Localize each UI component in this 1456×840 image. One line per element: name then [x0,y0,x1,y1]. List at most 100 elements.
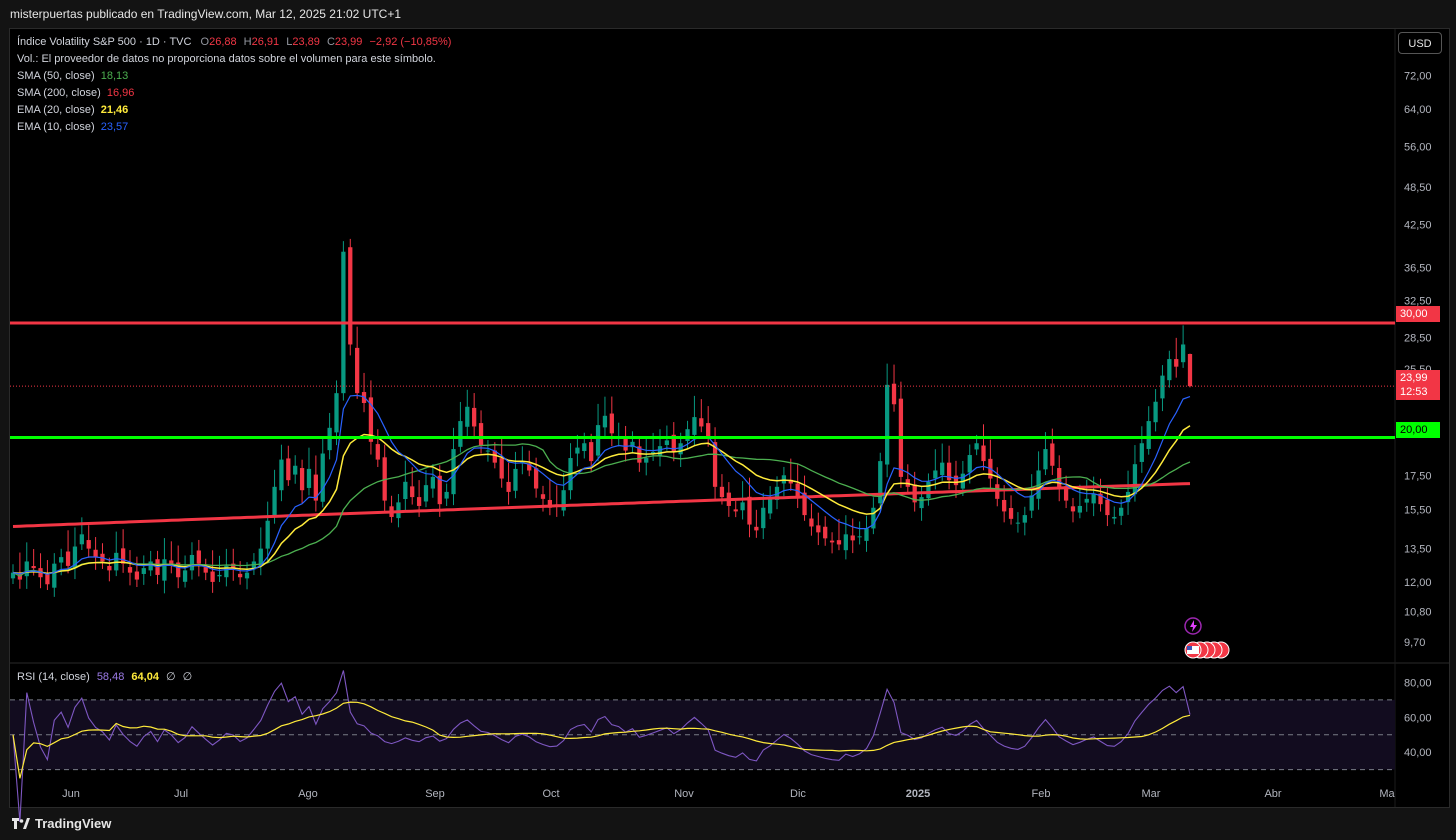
candle [120,548,126,564]
indicator-value: 23,57 [100,121,129,133]
candle [148,561,153,571]
rsi-ma-value: 64,04 [131,671,159,683]
candle [685,429,690,442]
candle [279,459,284,491]
candle [671,434,676,453]
candle [885,384,890,465]
candle [974,443,979,450]
candle [1091,493,1096,504]
candle [224,565,229,578]
candle [595,425,601,456]
low-label: L [286,36,293,48]
candle [547,499,553,508]
candle [31,566,36,569]
candle [210,571,215,582]
candle [52,563,57,588]
time-axis-label: Nov [674,788,694,800]
candle [1063,486,1069,501]
candle [754,526,759,531]
candle [740,502,745,511]
candle [258,548,263,567]
candle [320,453,325,502]
candle [864,528,869,541]
rsi-axis-label: 60,00 [1404,712,1432,724]
indicator-sma50[interactable]: SMA (50, close) 18,13 [17,68,451,85]
indicator-ema10[interactable]: EMA (10, close) 23,57 [17,119,451,136]
candle [1043,449,1048,470]
candle [706,423,711,438]
time-axis-label: Dic [790,788,806,800]
open-label: O [200,36,210,48]
candle [437,475,442,505]
us-flag-canton-icon [1187,646,1192,650]
candle [575,447,580,454]
candle [217,574,222,577]
candle [816,525,821,533]
candle [196,550,201,564]
high-label: H [243,36,252,48]
candle [472,407,477,427]
time-axis-label: Sep [425,788,445,800]
candle [506,481,511,492]
candle [1015,522,1021,524]
chart-legend: Índice Volatility S&P 500 · 1D · TVC O26… [17,34,451,136]
rsi-axis-label: 80,00 [1404,677,1432,689]
candle [967,455,972,473]
candle [1022,515,1027,523]
candle [238,573,243,578]
price-axis-label: 56,00 [1404,142,1432,154]
rsi-ma-line [12,701,1191,779]
candle [334,393,339,433]
candle [664,440,670,446]
candle [981,445,986,462]
price-axis-label: 28,50 [1404,332,1432,344]
candle [430,476,435,489]
candle [1098,493,1103,505]
time-axis-label: Mar [1142,788,1161,800]
candle [919,497,924,509]
time-axis-label: Abr [1264,788,1281,800]
candle [712,442,718,487]
rsi-label: RSI (14, close) [17,671,90,683]
ohlc-row: Índice Volatility S&P 500 · 1D · TVC O26… [17,34,451,51]
candle [348,247,353,345]
tradingview-logo[interactable]: TradingView [12,816,111,831]
candle [107,566,112,571]
candle [1119,507,1124,516]
candle [93,549,98,558]
tradingview-logo-icon [12,817,30,829]
currency-button[interactable]: USD [1398,32,1442,54]
candle [10,572,16,579]
us-flag-icon [1187,646,1199,654]
indicator-ema20[interactable]: EMA (20, close) 21,46 [17,102,451,119]
price-axis-label: 15,50 [1404,505,1432,517]
open-value: 26,88 [209,36,237,48]
candle [265,520,270,549]
candle [189,554,195,571]
indicator-sma200[interactable]: SMA (200, close) 16,96 [17,85,451,102]
candle [286,458,291,481]
countdown-value: 12:53 [1400,386,1428,398]
sma50-line [12,443,1191,577]
candle [678,443,683,455]
candle [244,572,250,579]
candle [630,441,635,448]
candle [65,551,71,566]
time-axis-label: Ma [1379,788,1395,800]
volume-note: Vol.: El proveedor de datos no proporcio… [17,53,436,65]
price-axis-label: 12,00 [1404,577,1432,589]
candle [355,347,360,394]
time-axis-label: 2025 [906,788,930,800]
sma200-line [12,482,1191,528]
candle [650,452,656,454]
candle [774,486,780,500]
candle [410,486,415,498]
candle [169,560,174,566]
indicator-value: 21,46 [100,104,129,116]
symbol-name: Índice Volatility S&P 500 · 1D · TVC [17,36,192,48]
candle [823,526,828,539]
candle [451,449,456,495]
price-axis-label: 48,50 [1404,182,1432,194]
candle [444,491,449,499]
